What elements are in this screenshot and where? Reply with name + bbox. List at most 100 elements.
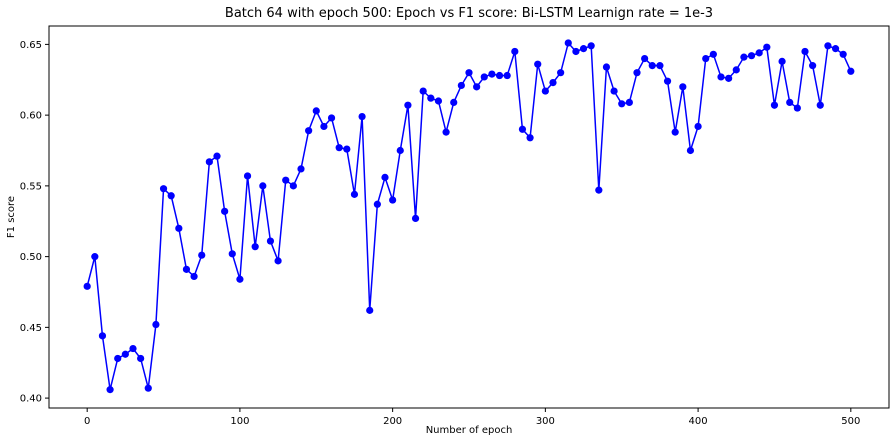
series-layer [83,39,855,394]
data-point [534,60,542,68]
data-point [786,98,794,106]
data-point [221,207,229,215]
data-point [656,62,664,70]
data-point [335,144,343,152]
data-point [648,62,656,70]
data-point [137,354,145,363]
data-point [167,192,175,200]
data-point [404,101,412,109]
data-point [358,112,366,121]
data-point [121,350,129,358]
data-point [450,98,458,106]
data-point [305,127,313,135]
chart-title: Batch 64 with epoch 500: Epoch vs F1 sco… [225,6,713,21]
data-point [694,122,702,131]
data-point [114,354,122,363]
data-point [343,145,351,153]
x-axis-label: Number of epoch [426,425,513,436]
x-tick-label: 300 [536,416,555,427]
data-point [702,54,710,63]
data-point [228,250,236,258]
data-point [465,69,473,77]
data-point [297,165,305,173]
data-point [740,53,748,61]
data-point [663,77,672,85]
data-point [847,67,855,75]
data-point [182,265,191,273]
data-point [564,39,572,47]
data-point [91,253,99,261]
data-point [266,237,275,245]
data-point [717,73,725,81]
data-point [557,69,565,77]
data-point [526,134,534,142]
data-point [282,176,290,184]
data-point [434,97,443,105]
data-point [572,47,580,56]
data-point [320,122,328,131]
data-point [671,128,679,136]
data-point [480,73,488,81]
data-point [770,101,779,109]
data-point [587,42,595,50]
x-axis: 0 100 200 300 400 500 [84,408,860,427]
data-point [595,186,603,194]
data-point [396,146,404,155]
data-point [473,83,481,91]
data-point [831,45,840,53]
x-tick-label: 200 [383,416,402,427]
y-axis: 0.40 0.45 0.50 0.55 0.60 0.65 [20,40,49,405]
data-point [373,200,381,208]
data-point [518,125,527,133]
data-point [427,94,435,102]
y-tick-label: 0.45 [20,323,42,334]
data-point [366,306,374,314]
y-tick-label: 0.40 [20,394,42,405]
data-point [686,146,695,155]
data-point [549,78,557,87]
data-point [98,332,107,340]
data-point [495,71,504,80]
data-point [243,172,252,180]
data-point [824,42,832,50]
data-point [327,114,336,122]
data-point [747,52,756,60]
y-tick-label: 0.65 [20,40,42,51]
data-point [289,182,297,190]
data-point [350,190,359,198]
y-tick-label: 0.60 [20,111,42,122]
data-point [152,320,160,329]
series-line [86,41,852,390]
data-point [793,104,801,112]
data-point [144,384,152,392]
data-point [801,47,809,56]
data-point [763,43,771,51]
y-axis-label: F1 score [6,196,17,238]
data-point [618,100,626,108]
data-point [442,128,450,136]
y-tick-label: 0.55 [20,181,42,192]
data-point [457,81,465,90]
data-point [106,386,114,394]
data-point [190,272,198,281]
data-point [778,57,786,65]
data-point [205,158,213,166]
data-point [610,87,618,95]
data-point [579,45,588,53]
x-tick-label: 0 [84,416,90,427]
data-point [274,257,282,265]
data-point [625,98,633,106]
x-tick-label: 400 [689,416,708,427]
data-point [259,182,267,190]
data-point [541,87,549,95]
data-point [175,224,183,232]
data-point [129,344,137,353]
data-point [236,275,244,283]
data-point [312,107,320,115]
x-tick-label: 500 [841,416,860,427]
data-point [709,50,717,58]
data-point [419,87,427,95]
data-point [633,69,641,77]
data-point [411,214,420,223]
